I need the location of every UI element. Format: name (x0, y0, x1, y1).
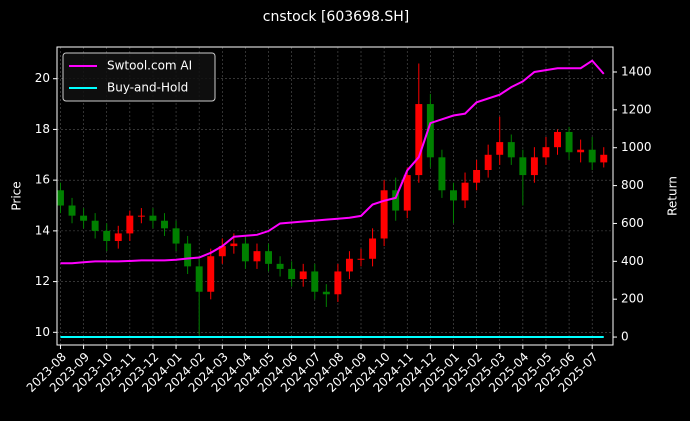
plot-frame (56, 46, 614, 346)
legend: Swtool.com AI Buy-and-Hold (62, 52, 216, 102)
candle-body (426, 104, 434, 158)
legend-label: Swtool.com AI (107, 59, 192, 73)
candle-body (461, 182, 469, 201)
y2-tick-label: 200 (621, 292, 644, 306)
y-tick-label: 20 (35, 71, 50, 85)
candle-body (218, 246, 226, 257)
candle-body (276, 263, 284, 269)
candle-body (600, 154, 608, 163)
y2-tick-label: 0 (621, 330, 629, 344)
candle-body (588, 149, 596, 163)
y2-tick-label: 1400 (621, 64, 652, 78)
candle-body (91, 220, 99, 231)
chart-title: cnstock [603698.SH] (263, 9, 409, 25)
candle-body (334, 271, 342, 295)
y-tick-label: 10 (35, 325, 50, 339)
y2-tick-label: 600 (621, 216, 644, 230)
y2-axis-label: Return (666, 176, 680, 216)
candle-body (288, 268, 296, 280)
candle-body (473, 170, 481, 183)
candle-body (322, 291, 330, 295)
y2-tick-label: 1200 (621, 102, 652, 116)
candle-body (253, 251, 261, 262)
candle-body (519, 157, 527, 176)
candle-body (577, 149, 585, 153)
candle-body (392, 190, 400, 211)
candle-body (265, 251, 273, 264)
y2-tick-label: 400 (621, 254, 644, 268)
y-tick-label: 16 (35, 173, 50, 187)
y-tick-label: 18 (35, 122, 50, 136)
candle-body (207, 256, 215, 292)
y-tick-label: 14 (35, 223, 50, 237)
candle-body (415, 104, 423, 176)
candle-body (380, 190, 388, 239)
candle-body (403, 175, 411, 211)
y-tick-label: 12 (35, 274, 50, 288)
candle-body (357, 258, 365, 260)
candle-body (68, 205, 76, 216)
candle-body (149, 215, 157, 221)
candle-body (57, 190, 64, 206)
candle-body (230, 243, 238, 247)
y2-tick-label: 800 (621, 178, 644, 192)
candle-body (530, 157, 538, 176)
candle-body (450, 190, 457, 201)
candle-body (126, 215, 134, 234)
candle-body (565, 131, 573, 153)
candle-body (184, 243, 192, 267)
candle-body (103, 230, 111, 242)
candle-body (484, 154, 492, 171)
candle-body (345, 258, 353, 272)
candle-body (369, 238, 377, 259)
candle-body (311, 271, 319, 292)
candle-body (496, 142, 504, 155)
series-line (60, 59, 605, 265)
candle-body (172, 228, 180, 244)
candle-body (161, 220, 168, 229)
candle-body (554, 131, 561, 148)
candle-body (542, 147, 550, 158)
candle-body (299, 271, 307, 280)
candle-body (241, 243, 249, 262)
candle-body (438, 157, 446, 191)
y2-tick-label: 1000 (621, 140, 652, 154)
candle-body (80, 215, 88, 221)
legend-box (62, 52, 216, 102)
candle-body (195, 266, 203, 292)
candle-body (114, 233, 122, 242)
candle-body (137, 215, 145, 217)
y-axis-label: Price (10, 181, 24, 210)
candle-body (507, 142, 515, 158)
legend-label: Buy-and-Hold (107, 81, 188, 95)
